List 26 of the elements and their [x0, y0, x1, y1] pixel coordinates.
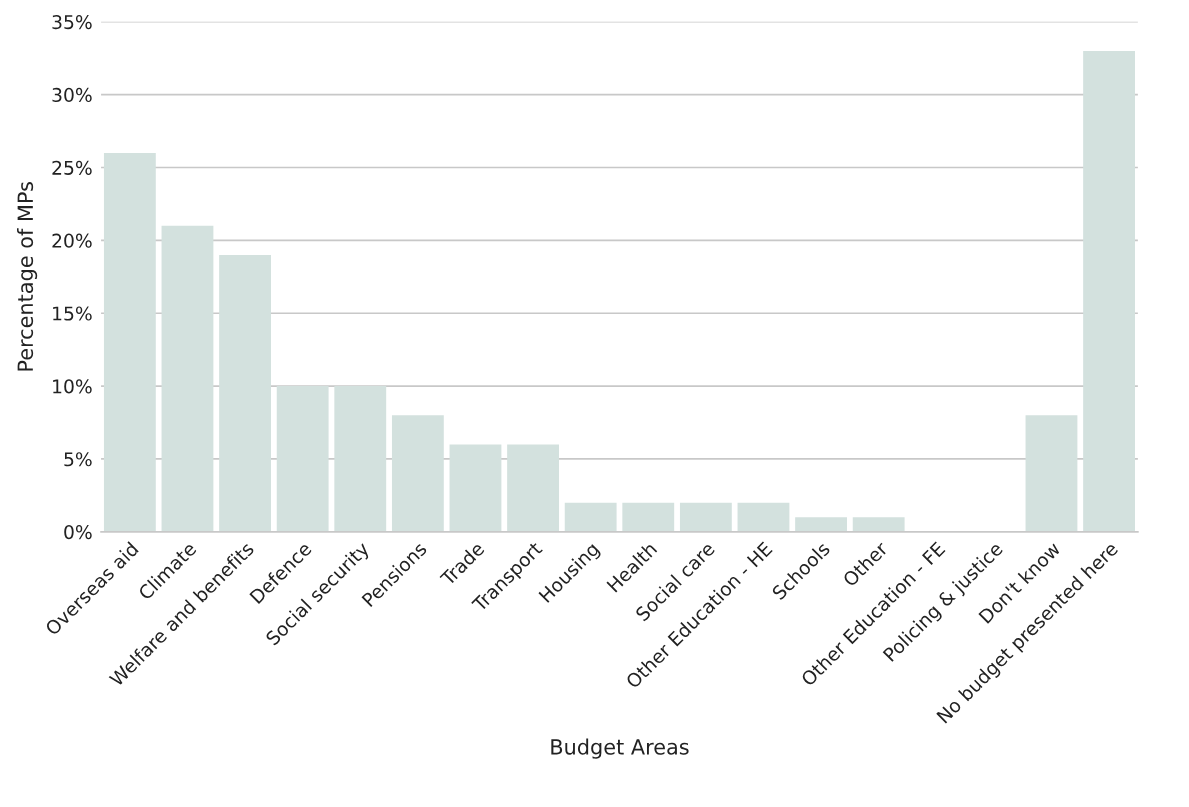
y-tick-label: 25% [52, 160, 92, 175]
bar [103, 152, 156, 532]
bar [161, 225, 214, 532]
bar [219, 254, 271, 532]
y-tick-label: 30% [52, 87, 92, 103]
bar [1083, 50, 1135, 532]
bar [1025, 415, 1078, 532]
bar [622, 502, 675, 532]
y-tick-label: 15% [53, 306, 92, 321]
bar [449, 444, 502, 532]
bar [391, 415, 444, 532]
bar [334, 386, 387, 532]
y-axis-title: Percentage of MPs [17, 182, 38, 371]
x-axis-title: Budget Areas [551, 738, 689, 759]
y-tick-label: 20% [52, 233, 92, 248]
y-tick-label: 10% [53, 379, 92, 394]
bar [737, 502, 790, 532]
bar [679, 502, 732, 532]
bar [276, 386, 329, 532]
bar [507, 444, 559, 532]
y-tick-label: 5% [64, 452, 92, 467]
y-tick-label: 0% [64, 525, 92, 540]
bar [564, 502, 617, 532]
bar [852, 517, 905, 532]
bar [795, 517, 847, 532]
y-tick-label: 35% [52, 15, 92, 30]
